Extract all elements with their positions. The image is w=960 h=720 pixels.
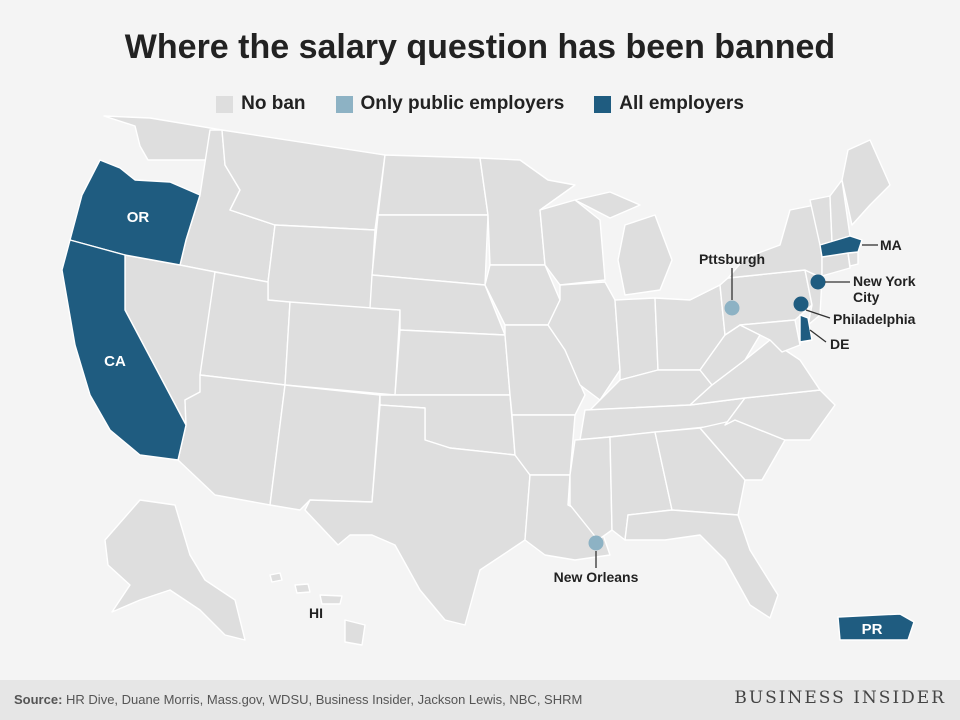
state-oregon — [69, 159, 201, 266]
state-alaska — [104, 499, 246, 641]
map-title: Where the salary question has been banne… — [124, 28, 836, 66]
legend-swatch-all-employers — [594, 95, 612, 113]
legend-swatch-no-ban — [216, 95, 234, 113]
state-rhode-island — [847, 251, 859, 267]
us-map: OR CA PR HI MA DE Pttsburgh New York Cit… — [61, 115, 916, 646]
state-michigan — [574, 191, 673, 296]
label-pr: PR — [862, 621, 883, 638]
hawaii-island-big — [344, 619, 366, 646]
state-north-dakota — [377, 154, 489, 216]
state-washington — [103, 115, 223, 161]
state-california — [61, 239, 187, 461]
state-arizona — [177, 374, 286, 506]
state-new-york — [727, 204, 823, 279]
source-line: Source: HR Dive, Duane Morris, Mass.gov,… — [14, 692, 582, 707]
state-massachusetts — [819, 235, 863, 258]
footer: Source: HR Dive, Duane Morris, Mass.gov,… — [0, 680, 960, 720]
source-label: Source: — [14, 692, 63, 707]
city-markers: Pttsburgh New York City Philadelphia New… — [554, 251, 916, 585]
state-hawaii — [269, 572, 366, 646]
state-colorado — [284, 301, 401, 396]
marker-philadelphia — [793, 296, 809, 312]
state-wisconsin — [539, 199, 606, 286]
label-ma: MA — [880, 237, 902, 253]
legend-label-no-ban: No ban — [241, 93, 306, 114]
source-text: HR Dive, Duane Morris, Mass.gov, WDSU, B… — [66, 692, 583, 707]
state-new-mexico — [269, 384, 381, 511]
state-indiana — [614, 297, 659, 381]
leader-philadelphia — [805, 309, 831, 319]
label-or: OR — [127, 209, 150, 226]
label-de: DE — [830, 336, 849, 352]
state-florida — [624, 509, 779, 619]
legend-swatch-public-only — [335, 95, 353, 113]
legend-item-public-only: Only public employers — [335, 93, 565, 115]
state-illinois — [547, 281, 621, 401]
label-hi: HI — [309, 605, 323, 621]
label-new-orleans: New Orleans — [554, 569, 639, 585]
state-georgia — [654, 427, 746, 516]
state-texas — [304, 404, 531, 626]
label-ca: CA — [104, 353, 126, 370]
label-philadelphia: Philadelphia — [833, 311, 916, 327]
leader-de — [809, 329, 827, 343]
state-labels: OR CA PR HI MA DE — [104, 209, 902, 638]
state-wyoming — [267, 224, 376, 313]
no-ban-states — [103, 115, 891, 646]
label-new-york-city-line2: City — [853, 289, 880, 305]
state-south-dakota — [371, 214, 489, 286]
territory-puerto-rico — [837, 613, 915, 641]
legend-item-no-ban: No ban — [216, 93, 306, 115]
hawaii-island-oahu — [294, 583, 311, 594]
legend-label-public-only: Only public employers — [360, 93, 565, 114]
marker-pittsburgh — [724, 300, 740, 316]
brand-logo: BUSINESS INSIDER — [734, 688, 946, 708]
legend-label-all-employers: All employers — [619, 93, 744, 114]
state-montana — [221, 129, 386, 231]
label-new-york-city-line1: New York — [853, 273, 916, 289]
legend: No ban Only public employers All employe… — [0, 93, 960, 115]
all-employer-states — [61, 159, 915, 641]
state-kansas — [394, 329, 511, 396]
state-delaware — [799, 314, 813, 343]
state-maine — [841, 139, 891, 226]
marker-new-york-city — [810, 274, 826, 290]
hawaii-island-kauai — [269, 572, 283, 583]
hawaii-island-maui — [319, 594, 343, 605]
state-maryland — [739, 319, 801, 353]
legend-item-all-employers: All employers — [594, 93, 744, 115]
label-pittsburgh: Pttsburgh — [699, 251, 765, 267]
marker-new-orleans — [588, 535, 604, 551]
